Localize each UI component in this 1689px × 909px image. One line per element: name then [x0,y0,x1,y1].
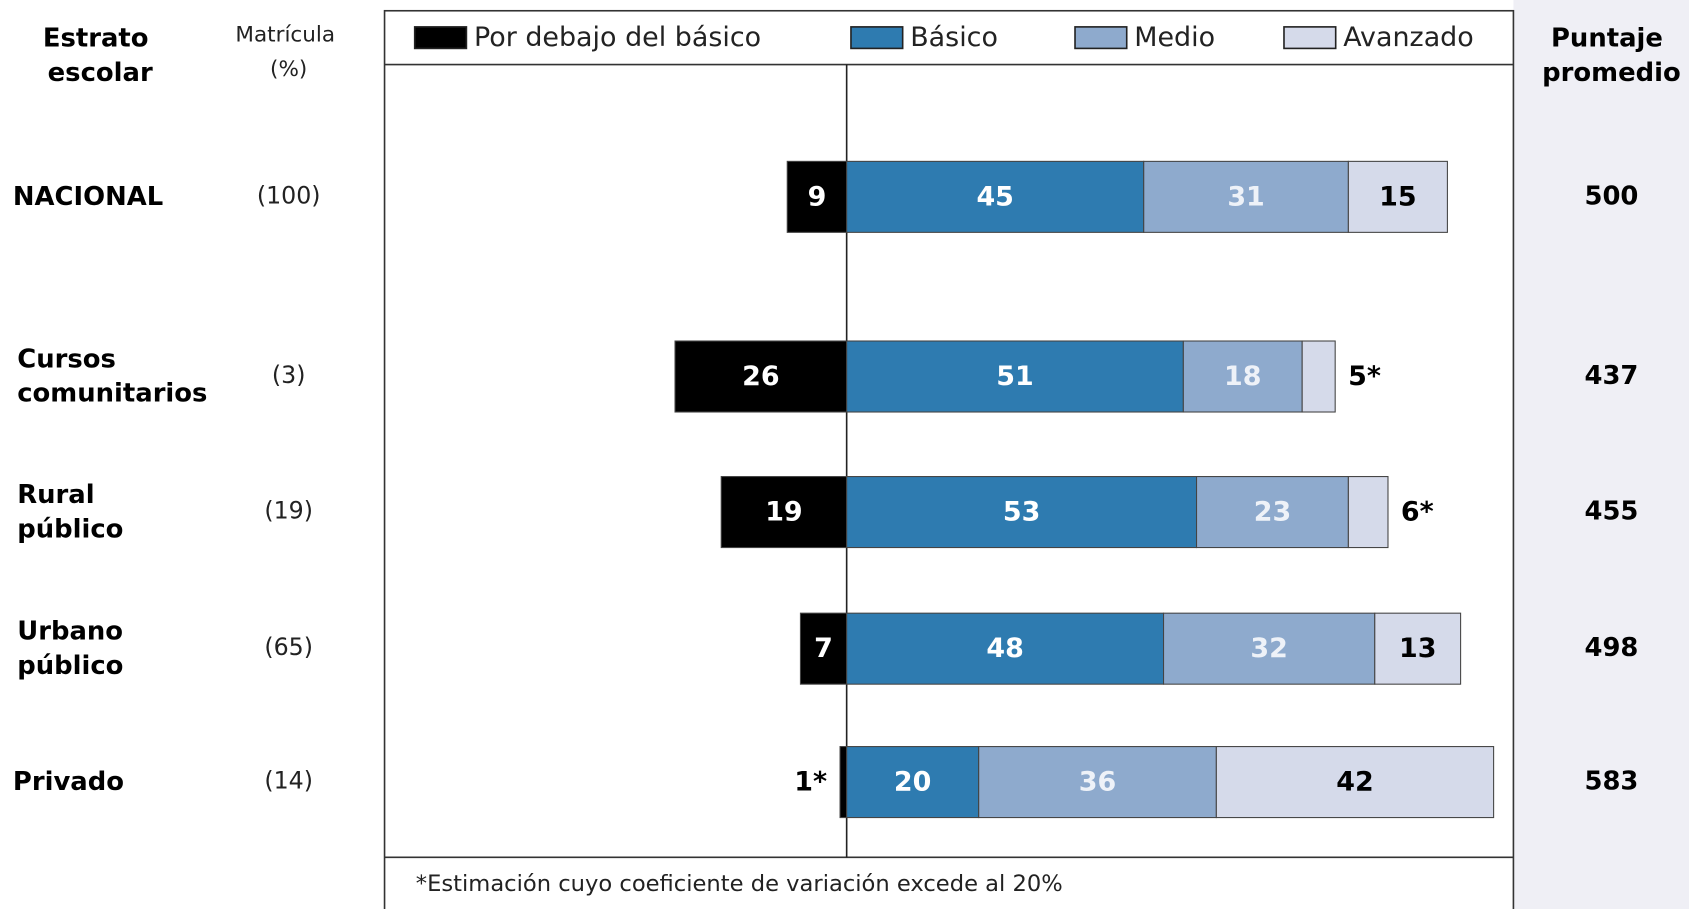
bar-segment [786,160,848,233]
legend-label: Medio [1134,22,1215,53]
bar-segment [846,746,980,819]
score-label: 500 [1584,181,1638,211]
data-label: 31 [1227,181,1264,212]
data-label: 26 [742,361,779,392]
category-label: Urbano público [17,616,132,680]
score-column [1513,0,1689,909]
legend-swatch [850,26,904,50]
data-label: 15 [1379,181,1416,212]
score-label: 437 [1584,361,1638,391]
bar-segment [799,612,848,685]
data-label: 5* [1348,361,1381,392]
footnote: *Estimación cuyo coeficiente de variació… [416,871,1063,897]
bar-segment [674,340,848,413]
bar-segment [1347,476,1389,549]
data-label: 20 [894,767,931,798]
data-label: 45 [976,181,1013,212]
data-label: 7 [814,633,833,664]
bar-segment [1215,746,1495,819]
enrollment-label: (19) [264,497,313,525]
category-label: Rural público [17,479,123,543]
bar-segment [846,476,1198,549]
enrollment-label: (3) [272,361,306,389]
enrollment-label: (14) [264,767,313,795]
bar-segment [978,746,1217,819]
bar-segment [846,612,1165,685]
bar-segment [720,476,848,549]
bar-segment [1143,160,1349,233]
legend-label: Por debajo del básico [474,22,761,53]
score-label: 455 [1584,497,1638,527]
data-label: 48 [986,633,1023,664]
score-label: 498 [1584,633,1638,663]
bar-segment [1301,340,1336,413]
legend-swatch [413,26,468,50]
bar-segment [1374,612,1462,685]
enrollment-label: (65) [264,633,313,661]
category-label: Privado [13,767,124,797]
category-label: NACIONAL [13,181,163,211]
bar-segment [846,340,1184,413]
legend-swatch [1283,26,1337,50]
row-header: Estrato escolar [43,23,158,87]
bar-segment [1162,612,1376,685]
legend-swatch [1074,26,1128,50]
data-label: 23 [1254,497,1291,528]
data-label: 36 [1079,767,1116,798]
score-label: 583 [1584,767,1638,797]
score-header: Puntaje promedio [1542,23,1681,87]
data-label: 32 [1250,633,1287,664]
data-label: 13 [1399,633,1436,664]
category-label: Cursos comunitarios [17,344,207,408]
enrollment-label: (100) [257,181,321,209]
legend-label: Básico [910,22,998,53]
data-label: 51 [996,361,1033,392]
bar-segment [846,160,1145,233]
data-label: 19 [765,497,802,528]
bar-segment [1347,160,1448,233]
data-label: 6* [1401,497,1434,528]
bar-segment [839,746,848,819]
data-label: 1* [794,767,827,798]
data-label: 42 [1336,767,1373,798]
bar-segment [1182,340,1303,413]
bar-segment [1196,476,1349,549]
data-label: 53 [1003,497,1040,528]
enrollment-header: Matrícula (%) [235,23,342,82]
legend-label: Avanzado [1343,22,1474,53]
data-label: 9 [808,181,827,212]
data-label: 18 [1224,361,1261,392]
